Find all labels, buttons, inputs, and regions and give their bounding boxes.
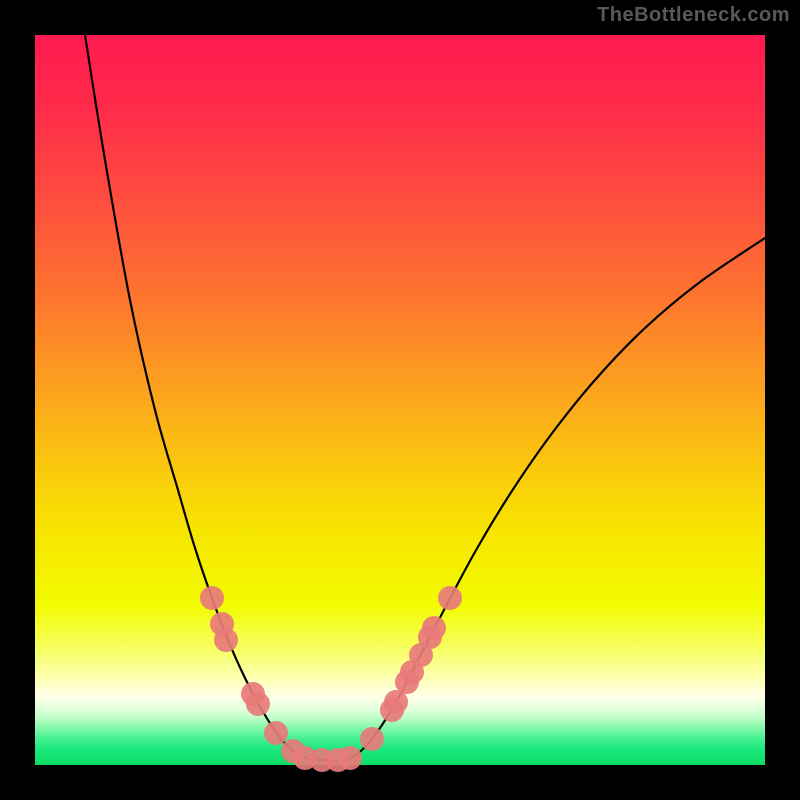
marker-dot [422,616,446,640]
marker-dot [214,628,238,652]
marker-dot [438,586,462,610]
marker-dot [360,727,384,751]
marker-dot [264,721,288,745]
marker-dot [200,586,224,610]
bottleneck-chart [0,0,800,800]
marker-dot [338,746,362,770]
marker-dot [246,692,270,716]
chart-container: TheBottleneck.com [0,0,800,800]
plot-area [35,35,765,765]
